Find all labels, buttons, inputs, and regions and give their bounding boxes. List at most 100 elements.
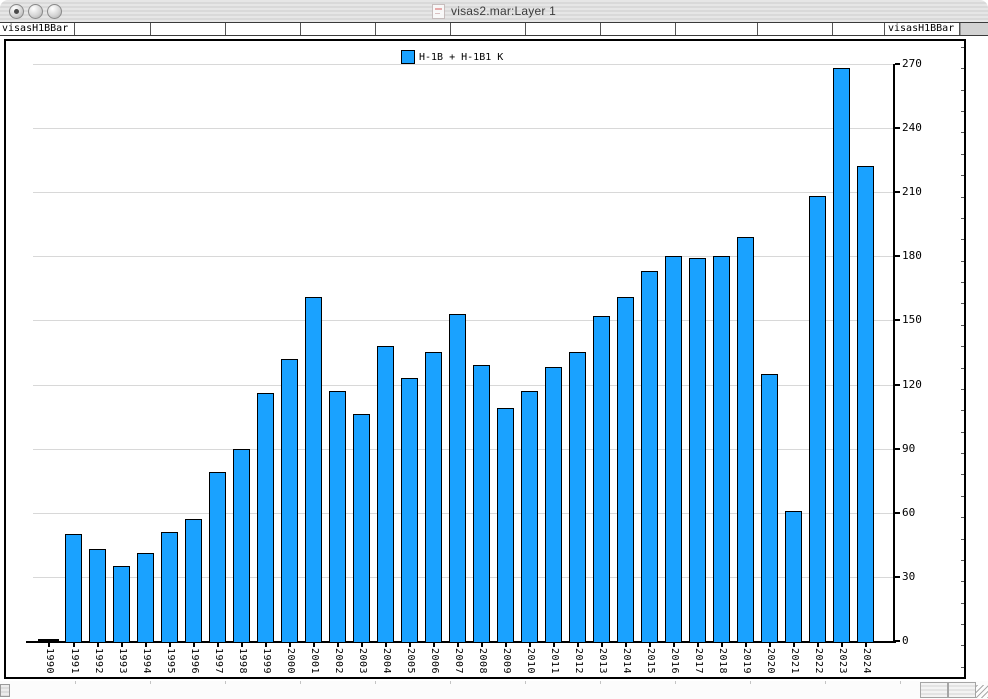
pane-grip-icon[interactable] (0, 684, 10, 697)
frame-minor-tick (961, 90, 964, 91)
bottom-bar-tick (150, 681, 151, 684)
bar-1993[interactable] (113, 566, 130, 643)
scrollbar-cell-left[interactable] (920, 682, 948, 698)
frame-minor-tick (961, 624, 964, 625)
title-bar[interactable]: visas2.mar:Layer 1 (0, 0, 988, 23)
bar-2000[interactable] (281, 359, 298, 643)
bar-1990[interactable] (38, 639, 59, 643)
frame-minor-tick (961, 154, 964, 155)
bar-2019[interactable] (737, 237, 754, 643)
legend-label: H-1B + H-1B1 K (419, 51, 504, 63)
modified-dot-icon (14, 9, 19, 14)
x-axis-tick-1990 (47, 643, 50, 647)
tab-cell-divider (450, 23, 451, 35)
x-axis-tick-2011 (552, 643, 555, 647)
bar-2013[interactable] (593, 316, 610, 643)
resize-grip-icon[interactable] (976, 685, 988, 698)
frame-minor-tick (961, 303, 964, 304)
x-axis-tick-2018 (720, 643, 723, 647)
bar-2001[interactable] (305, 297, 322, 643)
bar-2002[interactable] (329, 391, 346, 643)
bar-2020[interactable] (761, 374, 778, 643)
bar-2023[interactable] (833, 68, 850, 643)
x-axis-label-2000: 2000 (284, 648, 296, 675)
bar-2022[interactable] (809, 196, 826, 643)
close-button[interactable] (9, 4, 24, 19)
y-axis-tick-0 (895, 640, 900, 642)
minimize-button[interactable] (28, 4, 43, 19)
y-axis-label-210: 210 (902, 185, 922, 198)
bar-2018[interactable] (713, 256, 730, 643)
bar-2010[interactable] (521, 391, 538, 643)
bar-2016[interactable] (665, 256, 682, 643)
frame-minor-tick (961, 132, 964, 133)
frame-minor-tick (961, 474, 964, 475)
x-axis-tick-2015 (648, 643, 651, 647)
bar-2012[interactable] (569, 352, 586, 643)
bar-2009[interactable] (497, 408, 514, 643)
x-axis-label-2006: 2006 (428, 648, 440, 675)
x-axis-tick-2021 (792, 643, 795, 647)
x-axis-label-2016: 2016 (668, 648, 680, 675)
bar-2017[interactable] (689, 258, 706, 643)
zoom-button[interactable] (47, 4, 62, 19)
tab-left-visasH1BBar[interactable]: visasH1BBar (0, 23, 74, 35)
bar-1999[interactable] (257, 393, 274, 643)
frame-minor-tick (961, 218, 964, 219)
frame-minor-tick (961, 517, 964, 518)
x-axis-label-1993: 1993 (116, 648, 128, 675)
y-axis-label-120: 120 (902, 378, 922, 391)
bar-2006[interactable] (425, 352, 442, 643)
bar-2004[interactable] (377, 346, 394, 643)
x-axis-tick-2005 (408, 643, 411, 647)
frame-minor-tick (961, 410, 964, 411)
y-axis-tick-210 (895, 191, 900, 193)
bar-2024[interactable] (857, 166, 874, 643)
tab-cell-divider (757, 23, 758, 35)
x-axis-tick-2016 (672, 643, 675, 647)
scrollbar-cell-right[interactable] (948, 682, 976, 698)
tab-right-visasH1BBar[interactable]: visasH1BBar (884, 23, 960, 35)
bar-1992[interactable] (89, 549, 106, 643)
bar-1998[interactable] (233, 449, 250, 643)
bar-1997[interactable] (209, 472, 226, 643)
y-axis-label-150: 150 (902, 313, 922, 326)
x-axis-tick-2008 (480, 643, 483, 647)
tab-cell-divider (300, 23, 301, 35)
bar-2015[interactable] (641, 271, 658, 643)
x-axis-label-2004: 2004 (380, 648, 392, 675)
bar-2003[interactable] (353, 414, 370, 643)
bar-2005[interactable] (401, 378, 418, 643)
x-axis-label-2002: 2002 (332, 648, 344, 675)
frame-minor-tick (961, 47, 964, 48)
x-axis-label-1994: 1994 (140, 648, 152, 675)
bottom-bar (0, 681, 988, 699)
bar-2007[interactable] (449, 314, 466, 643)
x-axis-tick-2000 (288, 643, 291, 647)
bottom-bar-tick (225, 681, 226, 684)
x-axis-label-2007: 2007 (452, 648, 464, 675)
bar-1995[interactable] (161, 532, 178, 643)
bar-2014[interactable] (617, 297, 634, 643)
frame-minor-tick (961, 539, 964, 540)
bar-1991[interactable] (65, 534, 82, 643)
x-axis-label-1990: 1990 (43, 648, 55, 675)
frame-minor-tick (961, 239, 964, 240)
y-axis-label-240: 240 (902, 121, 922, 134)
x-axis-label-2019: 2019 (740, 648, 752, 675)
frame-minor-tick (961, 453, 964, 454)
window-title: visas2.mar:Layer 1 (451, 4, 556, 18)
tab-cell-divider (525, 23, 526, 35)
x-axis-tick-1996 (192, 643, 195, 647)
bar-2011[interactable] (545, 367, 562, 643)
bar-1994[interactable] (137, 553, 154, 643)
bar-2008[interactable] (473, 365, 490, 643)
bar-2021[interactable] (785, 511, 802, 643)
layer-tab-bar: visasH1BBar visasH1BBar (0, 22, 988, 36)
x-axis-tick-1999 (264, 643, 267, 647)
y-gridline-210 (33, 192, 893, 193)
bar-1996[interactable] (185, 519, 202, 643)
graph-canvas[interactable]: H-1B + H-1B1 K 0 30 60 90 120 150 180 210 240 270… (4, 39, 966, 679)
x-axis-label-1991: 1991 (68, 648, 80, 675)
